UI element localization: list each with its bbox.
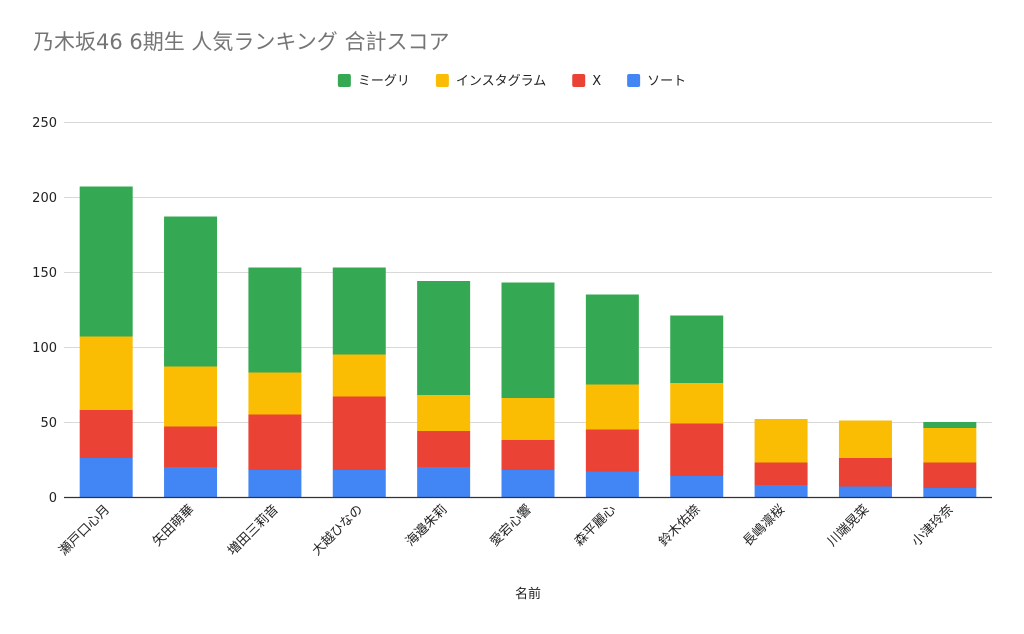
- legend-label: ソート: [647, 74, 686, 89]
- x-axis: 瀬戸口心月 矢田萌華 増田三莉音 大越ひなの 海邉朱莉 愛宕心響 森平麗心 鈴木佑捺 長嶋凛桜川…: [56, 502, 956, 559]
- bar-segment: [838, 486, 892, 497]
- x-category-label: 鈴木佑捺: [656, 502, 703, 549]
- bar-segment: [585, 429, 639, 472]
- y-tick-label: 200: [32, 191, 57, 206]
- bar-segment: [670, 476, 724, 497]
- bar-segment: [585, 384, 639, 430]
- bar-segment: [923, 462, 977, 488]
- bar-segment: [838, 420, 892, 458]
- bar-segment: [923, 488, 977, 497]
- bar-segment: [501, 282, 555, 398]
- y-tick-label: 50: [40, 416, 57, 431]
- bar-segment: [79, 186, 133, 337]
- legend-item: インスタグラム: [435, 74, 546, 89]
- bar-segment: [248, 470, 302, 497]
- bar-segment: [79, 336, 133, 410]
- bar-segment: [164, 467, 218, 497]
- bar-segment: [417, 467, 471, 497]
- bar-segment: [670, 315, 724, 383]
- legend-label: ミーグリ: [358, 74, 410, 89]
- legend-item: ミーグリ: [337, 74, 410, 89]
- bar-segment: [501, 398, 555, 440]
- x-category-label: 愛宕心響: [487, 502, 535, 550]
- legend-item: ソート: [627, 74, 686, 89]
- y-axis: 0 50 100 150 200 250: [32, 116, 57, 506]
- bar-segment: [670, 423, 724, 476]
- bar-segment: [332, 354, 386, 397]
- bar-segment: [923, 428, 977, 463]
- y-tick-label: 100: [32, 341, 57, 356]
- legend-swatch: [435, 74, 449, 87]
- bar-segment: [332, 470, 386, 497]
- bar-segment: [754, 485, 808, 497]
- legend-swatch: [337, 74, 351, 87]
- x-category-label: 矢田萌華: [150, 502, 197, 549]
- legend-label: X: [592, 74, 601, 89]
- bar-segment: [248, 267, 302, 373]
- bar-segment: [164, 366, 218, 427]
- bar-segment: [585, 294, 639, 385]
- bar-segment: [79, 458, 133, 497]
- x-category-label: 長嶋凛桜: [740, 502, 788, 550]
- bar-segment: [248, 372, 302, 415]
- bar-segment: [332, 396, 386, 470]
- bar-segment: [754, 462, 808, 485]
- x-category-label: 川端晃菜: [825, 502, 872, 549]
- bar-segment: [164, 426, 218, 467]
- bar-segment: [923, 422, 977, 428]
- y-tick-label: 250: [32, 116, 57, 131]
- legend-swatch: [627, 74, 641, 87]
- legend-item: X: [572, 74, 601, 89]
- bar-segment: [585, 471, 639, 497]
- bar-segment: [417, 431, 471, 467]
- y-tick-label: 0: [49, 491, 57, 506]
- legend-swatch: [572, 74, 586, 87]
- bar-segment: [79, 410, 133, 458]
- bar-segment: [838, 458, 892, 487]
- x-category-label: 大越ひなの: [310, 502, 367, 559]
- bar-segment: [417, 395, 471, 431]
- bar-segment: [501, 440, 555, 470]
- bar-segment: [670, 383, 724, 424]
- legend: ミーグリ インスタグラム X ソート: [337, 74, 686, 89]
- bar-segment: [417, 281, 471, 395]
- x-category-label: 瀬戸口心月: [56, 502, 113, 559]
- x-category-label: 森平麗心: [572, 502, 619, 549]
- bar-segment: [248, 414, 302, 470]
- x-category-label: 増田三莉音: [224, 502, 281, 559]
- legend-label: インスタグラム: [456, 74, 546, 89]
- y-tick-label: 150: [32, 266, 57, 281]
- gridlines: [64, 122, 992, 423]
- x-axis-title: 名前: [515, 586, 541, 602]
- x-category-label: 小津玲奈: [909, 502, 956, 549]
- bar-segment: [501, 470, 555, 497]
- bars: [79, 186, 977, 497]
- chart-title: 乃木坂46 6期生 人気ランキング 合計スコア: [33, 30, 449, 54]
- bar-segment: [332, 267, 386, 355]
- bar-segment: [754, 419, 808, 463]
- bar-segment: [164, 216, 218, 367]
- x-category-label: 海邉朱莉: [403, 502, 450, 549]
